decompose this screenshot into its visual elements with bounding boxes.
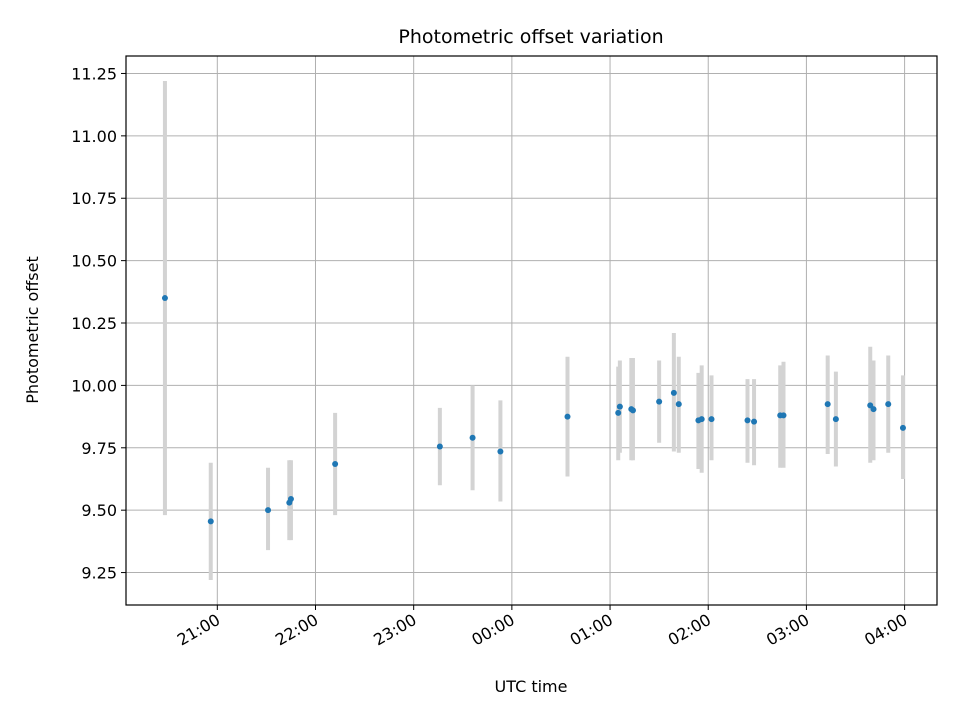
- x-tick-label: 02:00: [665, 610, 714, 650]
- x-tick-label: 22:00: [272, 610, 321, 650]
- x-tick-label: 01:00: [567, 610, 616, 650]
- data-point: [161, 295, 168, 302]
- y-tick-label: 9.25: [81, 564, 117, 583]
- grid: [126, 56, 937, 605]
- data-point: [698, 416, 705, 423]
- data-point: [751, 418, 758, 425]
- data-point: [436, 443, 443, 450]
- x-axis-ticks: 21:00 22:00 23:00 00:00 01:00 02:00 03:00 04:00: [174, 605, 911, 650]
- y-tick-label: 9.50: [81, 501, 117, 520]
- plot-frame: [125, 55, 938, 606]
- data-point: [629, 407, 636, 414]
- data-points: [161, 295, 906, 525]
- y-axis-ticks: 9.25 9.50 9.75 10.00 10.25 10.50 10.75 11.00 11.…: [71, 64, 126, 583]
- y-axis-title: Photometric offset: [23, 256, 42, 404]
- data-point: [497, 448, 504, 455]
- y-tick-label: 10.00: [71, 376, 117, 395]
- data-point: [780, 412, 787, 419]
- data-point: [332, 461, 339, 468]
- y-tick-label: 10.75: [71, 189, 117, 208]
- data-point: [744, 417, 751, 424]
- data-point: [899, 424, 906, 431]
- data-point: [615, 409, 622, 416]
- x-tick-label: 04:00: [861, 610, 910, 650]
- data-point: [824, 401, 831, 408]
- x-tick-label: 00:00: [468, 610, 517, 650]
- x-tick-label: 23:00: [370, 610, 419, 650]
- data-point: [207, 518, 214, 525]
- error-bars: [162, 80, 905, 581]
- y-tick-label: 10.50: [71, 252, 117, 271]
- data-point: [287, 495, 294, 502]
- chart-title: Photometric offset variation: [398, 26, 663, 48]
- y-tick-label: 11.00: [71, 127, 117, 146]
- data-point: [675, 401, 682, 408]
- data-point: [656, 398, 663, 405]
- y-tick-label: 11.25: [71, 64, 117, 83]
- data-point: [670, 389, 677, 396]
- x-axis-title: UTC time: [495, 677, 568, 696]
- y-tick-label: 10.25: [71, 314, 117, 333]
- data-point: [564, 413, 571, 420]
- data-point: [832, 416, 839, 423]
- x-tick-label: 03:00: [763, 610, 812, 650]
- y-tick-label: 9.75: [81, 439, 117, 458]
- data-point: [616, 403, 623, 410]
- data-point: [708, 416, 715, 423]
- data-point: [870, 406, 877, 413]
- x-tick-label: 21:00: [174, 610, 223, 650]
- data-point: [265, 507, 272, 514]
- data-point: [885, 401, 892, 408]
- data-point: [469, 434, 476, 441]
